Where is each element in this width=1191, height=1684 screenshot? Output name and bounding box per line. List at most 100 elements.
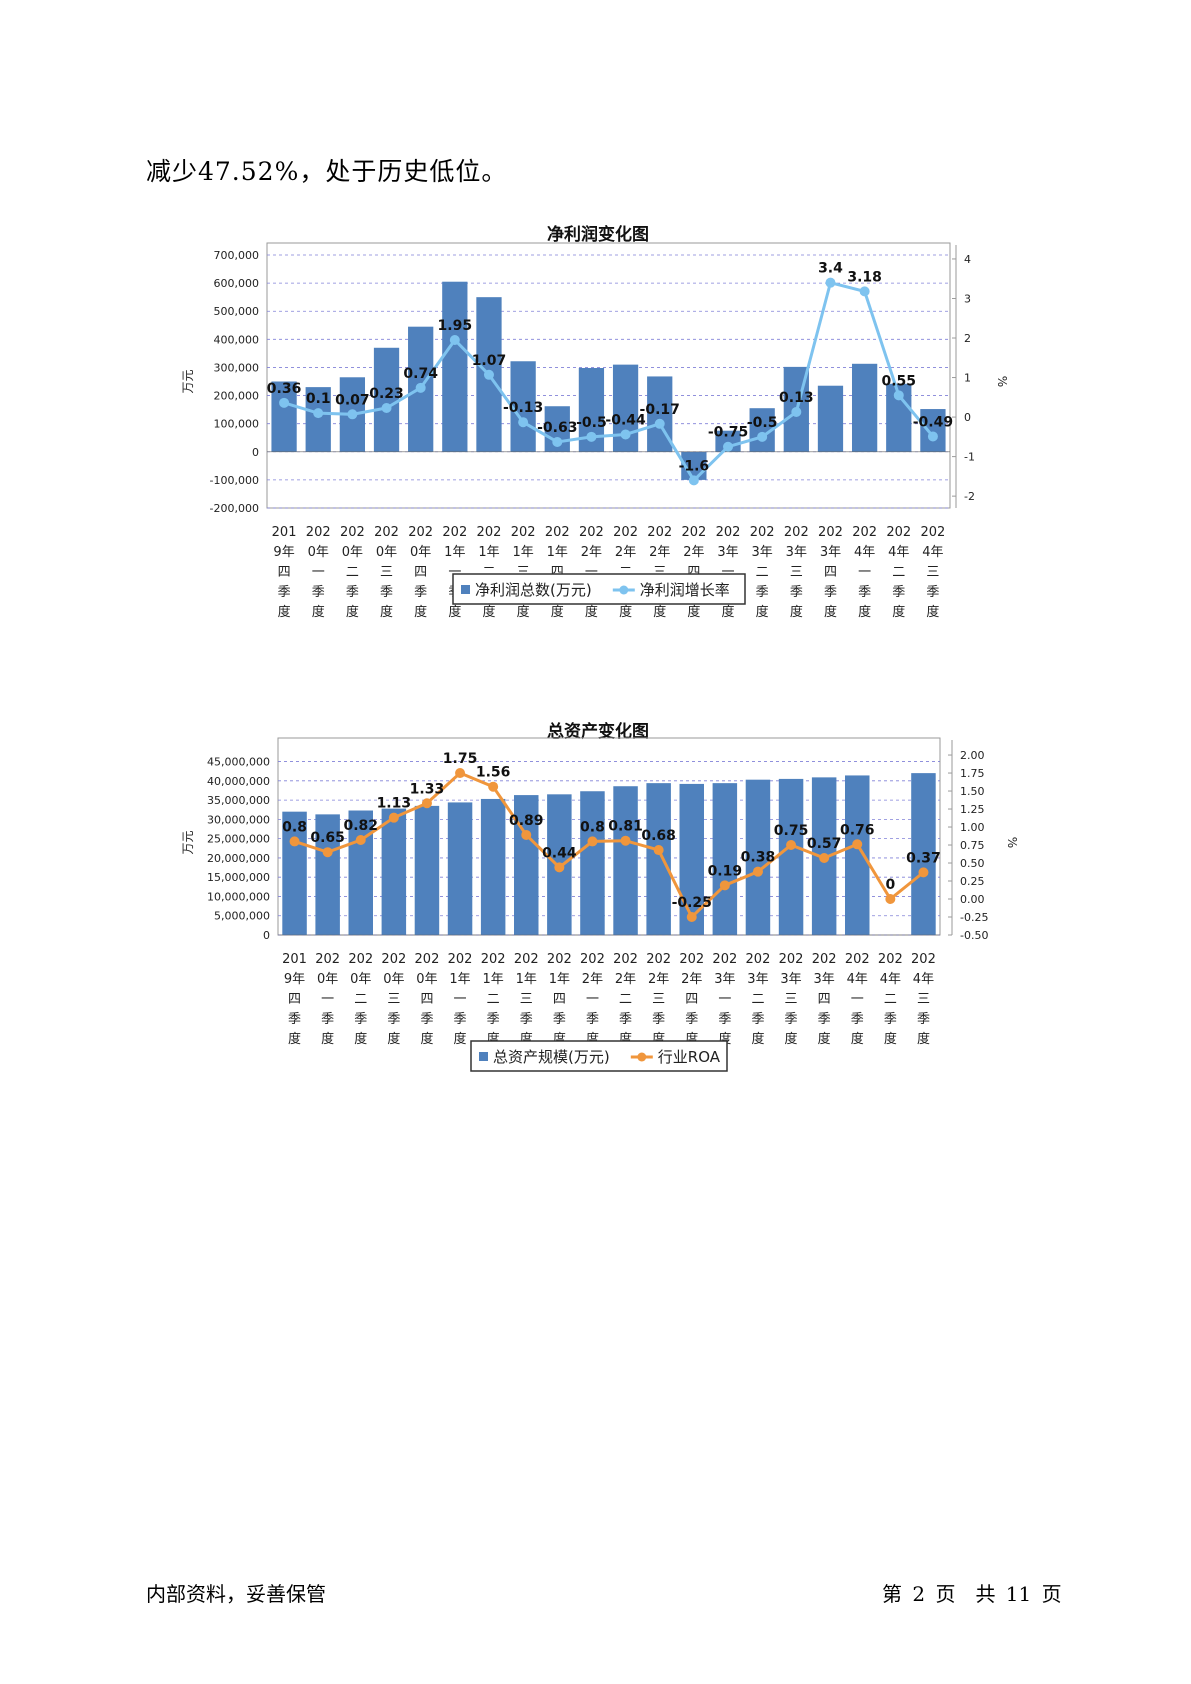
series-line	[283, 280, 935, 483]
y-axis-title: 万元	[181, 830, 195, 854]
data-label: 1.95	[438, 318, 473, 334]
data-label: 1.56	[476, 765, 511, 781]
y2-tick-label: 1	[964, 372, 971, 385]
data-label: 0.8	[580, 819, 605, 835]
footer-page-number: 第 2 页 共 11 页	[882, 1582, 1062, 1606]
chart-title: 总资产变化图	[547, 721, 649, 742]
series-point	[654, 418, 665, 429]
series-point	[918, 867, 929, 878]
data-label: -0.75	[708, 425, 748, 441]
y-tick-label: 20,000,000	[207, 852, 270, 865]
y-tick-label: 400,000	[214, 333, 260, 346]
bar	[845, 775, 870, 935]
bar	[315, 814, 340, 935]
legend-bar-label: 净利润总数(万元)	[475, 581, 592, 599]
data-label: 0.13	[779, 390, 814, 406]
total-assets-chart: 总资产变化图 45,000,000 40,000,000 35,000,000 30,0…	[181, 721, 1019, 1072]
legend-bar-swatch	[461, 585, 470, 594]
series-point	[719, 880, 730, 891]
data-label: -0.13	[503, 400, 543, 416]
legend-box	[452, 573, 746, 605]
series-point	[388, 812, 399, 823]
y-tick-label: 35,000,000	[207, 794, 270, 807]
category-label: 202 3年三季度	[784, 525, 809, 620]
series-point	[488, 781, 499, 792]
legend-box	[470, 1040, 728, 1072]
data-label: -0.5	[576, 415, 607, 431]
series-point	[723, 441, 734, 452]
bar	[480, 798, 506, 935]
bar	[817, 385, 844, 452]
bar	[613, 786, 638, 935]
y-tick-label: 10,000,000	[207, 890, 270, 903]
y-tick-label: 45,000,000	[207, 756, 270, 769]
series-point	[554, 862, 565, 873]
net-profit-chart: 净利润变化图 700,000 600,000 500,000 400,000 300,00…	[181, 224, 1009, 620]
data-label: -0.25	[672, 895, 712, 911]
category-label: 202 0年三季度	[381, 952, 406, 1047]
series-point	[653, 845, 664, 856]
bar	[271, 381, 297, 452]
bar	[414, 805, 440, 935]
plot-frame	[266, 242, 951, 509]
y-tick-label: 0	[252, 446, 259, 459]
series-point	[893, 390, 904, 401]
series-point	[791, 406, 802, 417]
data-label: 1.13	[377, 796, 412, 812]
data-label: 1.33	[410, 781, 445, 797]
category-label: 202 3年四季度	[818, 525, 843, 620]
data-label: -1.6	[679, 458, 710, 474]
category-label: 202 0年一季度	[315, 952, 340, 1047]
series-point	[927, 431, 938, 442]
data-label: 0.76	[840, 822, 875, 838]
bar	[510, 361, 536, 452]
series-point	[852, 839, 863, 850]
bar	[646, 783, 671, 935]
bar	[920, 409, 946, 452]
data-label: 0.89	[509, 813, 544, 829]
category-label: 202 0年三季度	[374, 525, 399, 620]
y2-axis-title: %	[1005, 837, 1019, 848]
y2-tick-label: 1.00	[960, 821, 985, 834]
legend-line-marker	[637, 1052, 647, 1062]
category-label: 202 4年二季度	[886, 525, 911, 620]
series-point	[620, 429, 631, 440]
y2-tick-label: 0.75	[960, 839, 985, 852]
category-label: 202 3年二季度	[746, 952, 771, 1047]
y-tick-label: 500,000	[214, 305, 260, 318]
series-point	[322, 847, 333, 858]
legend-line-label: 行业ROA	[658, 1048, 721, 1066]
series-point	[415, 382, 426, 393]
data-label: -0.44	[605, 412, 646, 428]
series-point	[552, 436, 563, 447]
category-label: 202 0年四季度	[408, 525, 433, 620]
data-label: 0.19	[708, 863, 743, 879]
data-label: 3.4	[818, 261, 843, 277]
y2-tick-label: 0.00	[960, 893, 985, 906]
y2-tick-label: -0.25	[960, 911, 988, 924]
series-point	[518, 417, 529, 428]
series-point	[313, 408, 324, 419]
y-tick-label: 0	[263, 929, 270, 942]
series-line	[294, 771, 925, 920]
bar	[348, 810, 373, 935]
data-label: 0.57	[807, 836, 842, 852]
data-label: 0.68	[641, 828, 676, 844]
legend-bar-label: 总资产规模(万元)	[493, 1048, 610, 1066]
y2-tick-label: 3	[964, 292, 971, 305]
bar	[447, 802, 473, 935]
series-point	[757, 431, 768, 442]
category-label: 202 0年二季度	[340, 525, 365, 620]
bar	[745, 779, 771, 935]
series-point	[279, 397, 290, 408]
